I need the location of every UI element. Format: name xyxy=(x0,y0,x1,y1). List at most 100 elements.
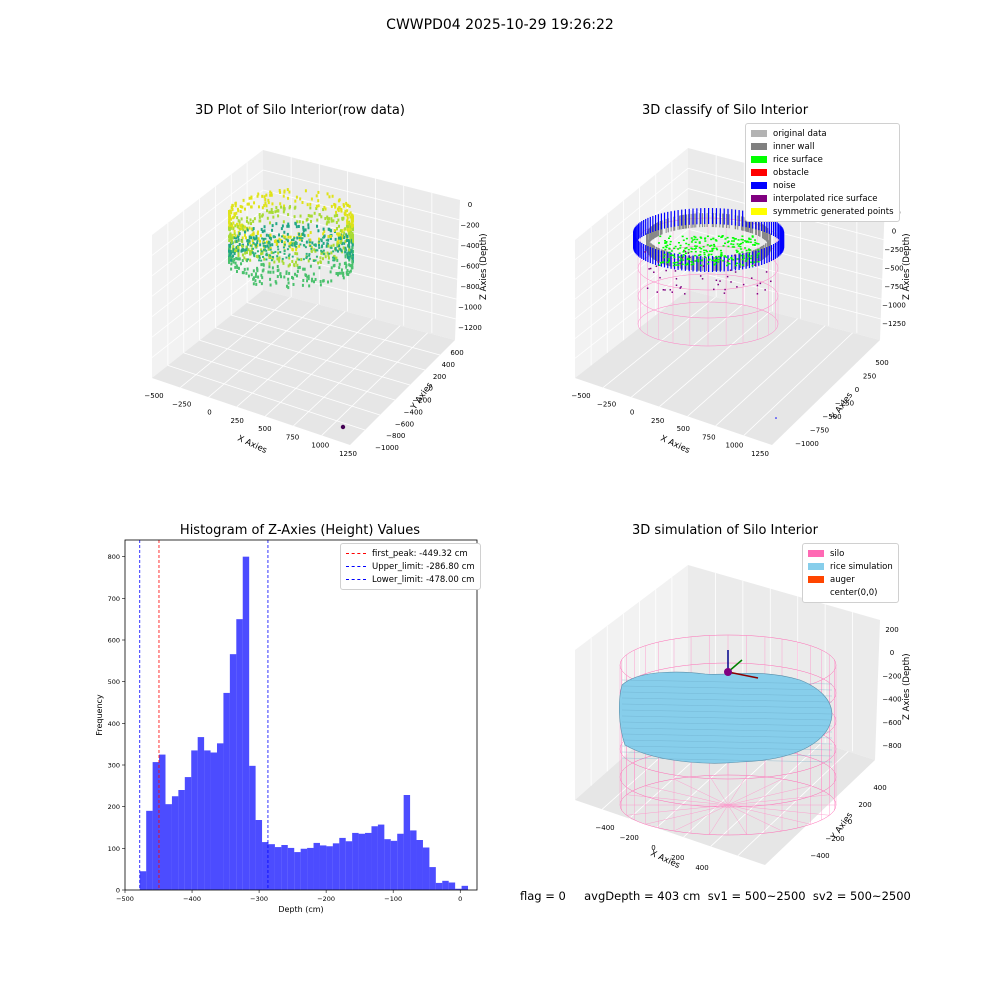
panel4-x-tick-4: 400 xyxy=(695,864,708,872)
panel2-noise-point xyxy=(634,236,636,253)
panel2-noise-point xyxy=(660,250,663,267)
panel1-point xyxy=(263,204,266,208)
panel1-point xyxy=(346,234,349,238)
panel2-legend: original data inner wall rice surface obsta… xyxy=(745,123,900,222)
panel1-point xyxy=(228,254,231,258)
panel1-point xyxy=(243,233,246,237)
panel1-point xyxy=(257,237,260,241)
panel1-point xyxy=(291,275,294,279)
panel2-rice-point xyxy=(698,241,701,243)
panel1-point xyxy=(247,274,250,278)
panel1-point xyxy=(307,274,310,278)
panel2-rice-point xyxy=(730,257,733,260)
panel2-rice-point xyxy=(667,237,670,239)
panel2-wall-point xyxy=(698,256,700,271)
panel1-point xyxy=(333,202,336,206)
panel1-point xyxy=(348,240,351,244)
panel2-noise-point xyxy=(643,244,645,260)
panel2-noise-point xyxy=(774,221,777,238)
panel1-point xyxy=(248,241,251,245)
panel1-point xyxy=(348,263,351,267)
panel2-noise-point xyxy=(635,225,637,242)
panel2-rice-point xyxy=(663,256,666,259)
panel2-rice-point xyxy=(690,241,693,243)
panel2-outlier-point xyxy=(775,417,777,419)
panel2-wall-point xyxy=(726,213,728,228)
panel1-point xyxy=(301,232,304,236)
panel1-point xyxy=(308,254,311,257)
panel1-point xyxy=(302,267,305,271)
panel2-rice-point xyxy=(740,238,743,241)
panel1-point xyxy=(332,250,335,253)
panel4-x-tick-2: 0 xyxy=(651,844,655,852)
panel1-point xyxy=(252,253,255,256)
panel1-point xyxy=(245,251,248,255)
panel2-noise-point xyxy=(700,208,702,225)
panel4-xlabel: X Axies xyxy=(649,849,682,872)
panel1-point xyxy=(277,241,280,244)
panel1-point xyxy=(339,247,342,251)
panel4-grid xyxy=(737,751,849,857)
panel2-rice-point xyxy=(756,254,759,256)
panel1-point xyxy=(326,192,329,196)
panel2-noise-point xyxy=(633,228,636,245)
panel1-point xyxy=(283,230,286,234)
panel1-point xyxy=(268,262,271,266)
panel2-rice-point xyxy=(730,240,733,242)
panel1-x-tick-2: 0 xyxy=(207,409,211,417)
panel2-wall-point xyxy=(744,217,746,232)
panel2-rice-point xyxy=(720,254,723,256)
panel2-interp-point xyxy=(724,288,726,291)
panel4-silo-floor-line xyxy=(727,778,783,806)
panel2-rice-point xyxy=(659,262,662,264)
panel2-rice-point xyxy=(748,238,751,241)
legend-swatch xyxy=(751,156,767,163)
panel1-point xyxy=(250,195,253,199)
panel1-point xyxy=(258,259,261,262)
panel1-point xyxy=(348,258,351,262)
panel2-noise-point xyxy=(748,252,751,269)
panel1-point xyxy=(237,257,240,261)
panel1-point xyxy=(348,245,351,249)
panel1-point xyxy=(255,254,258,258)
panel1-point xyxy=(247,258,250,261)
panel1-point xyxy=(261,276,264,280)
panel1-point xyxy=(266,240,269,244)
panel2-noise-point xyxy=(670,211,672,228)
panel2-wall-point xyxy=(688,214,690,229)
panel1-y-tick-5: −400 xyxy=(404,408,423,416)
panel2-rice-point xyxy=(706,244,709,246)
panel2-rice-point xyxy=(737,239,740,241)
panel2-rice-point xyxy=(711,259,714,262)
panel1-point xyxy=(270,210,273,214)
panel1-point xyxy=(256,194,259,198)
panel1-point xyxy=(338,271,341,275)
panel1-point xyxy=(315,194,318,198)
panel1-point xyxy=(312,259,315,262)
panel2-wall-point xyxy=(646,232,648,247)
panel4-rice-mesh xyxy=(621,715,833,721)
panel2-rice-point xyxy=(701,259,704,261)
panel2-interp-point xyxy=(675,278,678,280)
panel1-point xyxy=(248,226,251,230)
panel1-point xyxy=(285,271,288,275)
panel1-point xyxy=(249,244,252,247)
panel1-point xyxy=(344,227,347,231)
panel1-point xyxy=(233,213,236,217)
panel1-point xyxy=(262,240,265,244)
panel1-point xyxy=(344,255,347,259)
panel2-rice-point xyxy=(732,243,735,246)
panel2-rice-point xyxy=(754,241,757,244)
panel2-noise-point xyxy=(752,251,754,268)
panel2-interp-point xyxy=(701,278,704,280)
panel4-silo-floor-line xyxy=(626,794,729,806)
panel1-point xyxy=(241,224,244,228)
panel1-point xyxy=(337,233,340,237)
panel1-point xyxy=(309,231,312,235)
panel4-rice-mesh xyxy=(621,697,833,703)
panel2-interp-point xyxy=(679,262,681,265)
legend-label: auger xyxy=(830,574,855,585)
panel1-point xyxy=(272,215,275,219)
panel2-interp-point xyxy=(680,286,682,288)
panel1-point xyxy=(283,252,286,255)
